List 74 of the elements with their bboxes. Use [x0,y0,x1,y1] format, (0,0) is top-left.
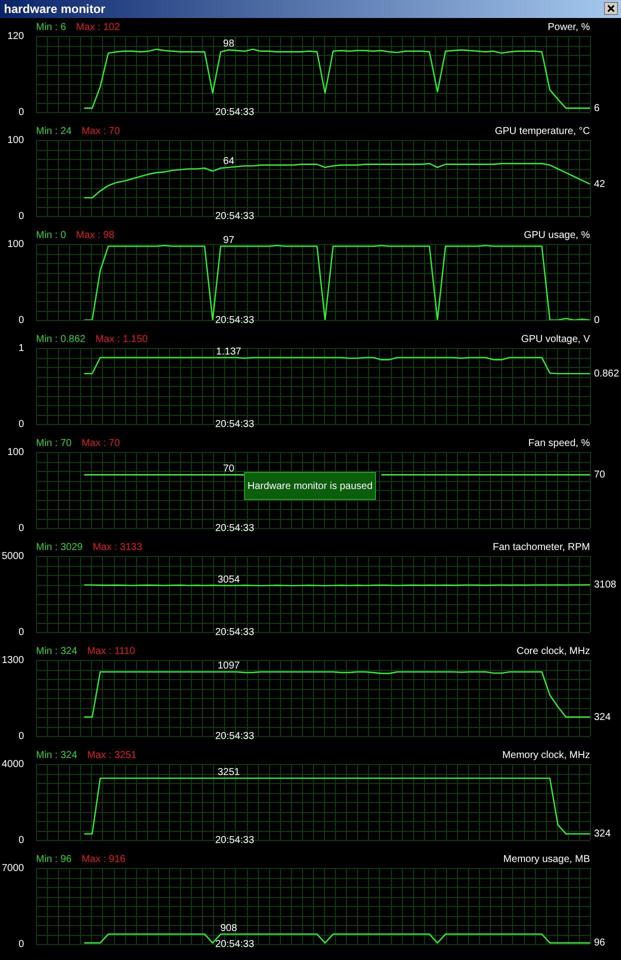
annotation: 70 [223,464,235,475]
text: 70 [594,470,606,481]
text: Max : 98 [76,230,115,241]
y-tick-label: 120 [7,30,24,42]
text: Max : 102 [76,22,120,33]
annotation: 20:54:33 [215,106,255,118]
annotation: 64 [223,156,235,168]
y-tick-label: 4000 [2,758,24,770]
y-tick-label: 0 [18,418,24,430]
y-tick-label: 1300 [2,654,24,666]
annotation: 20:54:33 [215,522,255,534]
y-tick-label: 0 [18,210,24,222]
text: Max : 1.150 [95,334,148,345]
text: Min : 0.862 [36,334,86,345]
annotation: 3251 [218,766,240,778]
text: Min : 70 [36,438,72,449]
text: Min : 0 [36,230,66,241]
chart-title: Memory usage, MB [503,854,590,865]
text: Max : 3251 [87,750,138,761]
y-tick-label: 0 [18,314,24,326]
text: 42 [594,178,606,190]
annotation: 20:54:33 [215,314,255,326]
y-tick-label: 0 [18,626,24,638]
text: 96 [594,938,606,949]
y-tick-label: 1 [18,342,24,354]
text: 3108 [594,580,617,591]
annotation: 98 [223,38,235,50]
text: 0 [594,314,600,326]
y-tick-label: 100 [7,238,24,250]
text: Min : 324 [36,646,78,657]
text: Max : 70 [82,126,120,137]
chart-title: Core clock, MHz [516,646,590,657]
y-tick-label: 0 [18,522,24,534]
text: Max : 916 [82,854,126,865]
annotation: 20:54:33 [215,418,255,430]
y-tick-label: 0 [18,106,24,118]
annotation: 20:54:33 [215,938,255,950]
text: Max : 3133 [92,542,143,553]
annotation: 20:54:33 [215,210,255,222]
annotation: 20:54:33 [215,626,255,638]
text: 324 [594,712,612,723]
chart-title: GPU usage, % [524,230,590,241]
annotation: 1097 [218,660,240,672]
annotation: Hardware monitor is paused [244,472,376,500]
text: 6 [594,102,600,114]
annotation: 908 [220,922,238,934]
annotation: 20:54:33 [215,730,255,742]
y-tick-label: 100 [7,134,24,146]
text: Min : 6 [36,22,66,33]
annotation: 97 [223,235,235,246]
chart-title: GPU temperature, °C [494,126,590,137]
chart-title: GPU voltage, V [521,334,590,345]
text: 324 [594,828,612,840]
chart-title: Power, % [548,22,590,33]
chart-title: Fan tachometer, RPM [492,542,590,553]
annotation: 1.137 [216,346,242,358]
text: Min : 324 [36,750,78,761]
text: Max : 1110 [87,646,136,657]
text: 0.862 [594,368,620,380]
text: hardware monitor [4,2,106,16]
y-tick-label: 100 [7,446,24,458]
text: Min : 3029 [36,542,84,553]
y-tick-label: 7000 [2,862,24,874]
y-tick-label: 0 [18,938,24,950]
text: Max : 70 [82,438,120,449]
text: Min : 96 [36,854,72,865]
text: Min : 24 [36,126,72,137]
y-tick-label: 0 [18,834,24,846]
y-tick-label: 5000 [2,550,24,562]
chart-title: Memory clock, MHz [502,750,590,761]
annotation: 3054 [218,574,240,586]
y-tick-label: 0 [18,730,24,742]
chart-title: Fan speed, % [528,438,590,449]
annotation: 20:54:33 [215,834,255,846]
